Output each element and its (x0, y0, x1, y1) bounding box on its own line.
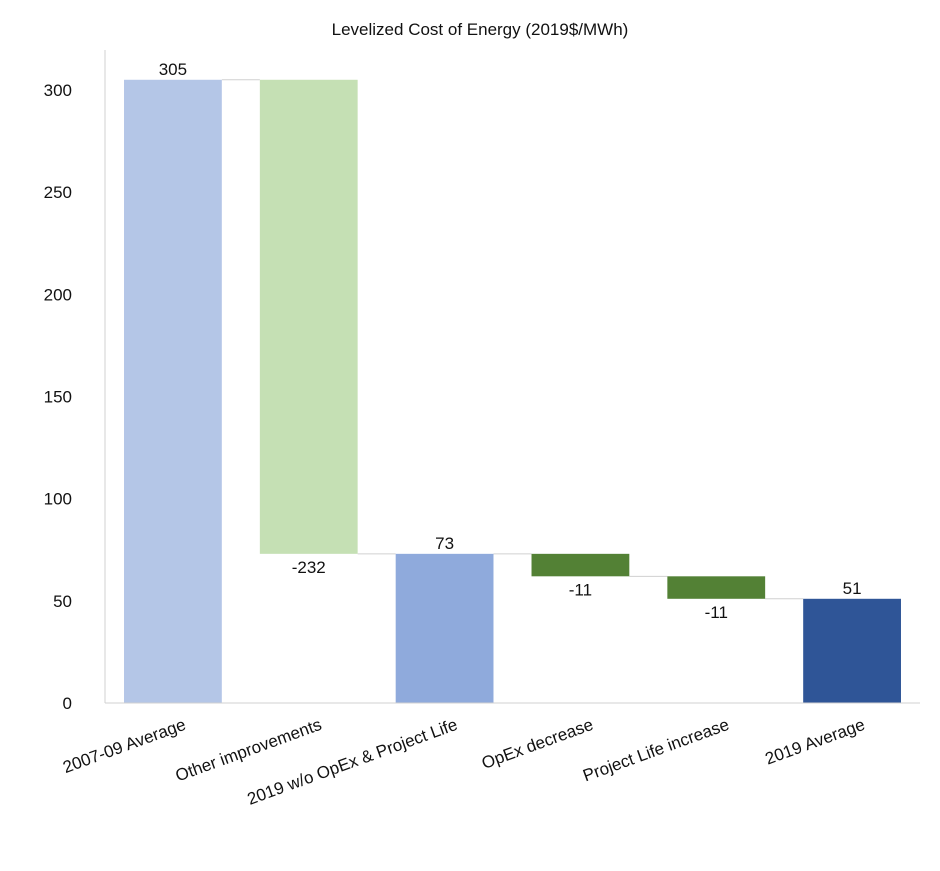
bar-2 (395, 553, 494, 703)
bar-1 (259, 79, 358, 554)
bar-4 (667, 576, 766, 599)
x-tick-label: OpEx decrease (479, 715, 596, 773)
y-tick-label: 50 (53, 592, 72, 611)
y-tick-label: 100 (44, 490, 72, 509)
x-tick-label: 2007-09 Average (60, 715, 188, 777)
data-label: 51 (843, 579, 862, 598)
y-tick-label: 300 (44, 81, 72, 100)
bar-5 (803, 598, 901, 703)
bar-3 (531, 553, 630, 577)
x-tick-label: Project Life increase (580, 715, 731, 786)
x-tick-label: 2019 Average (763, 715, 868, 769)
bar-0 (124, 79, 222, 704)
y-tick-label: 250 (44, 183, 72, 202)
data-label: 73 (435, 534, 454, 553)
data-label: 305 (159, 60, 187, 79)
data-label: -232 (292, 558, 326, 577)
y-tick-label: 150 (44, 388, 72, 407)
y-tick-label: 0 (63, 694, 72, 713)
y-tick-label: 200 (44, 285, 72, 304)
data-label: -11 (705, 603, 728, 622)
chart-title: Levelized Cost of Energy (2019$/MWh) (331, 20, 629, 39)
data-label: -11 (569, 580, 592, 599)
